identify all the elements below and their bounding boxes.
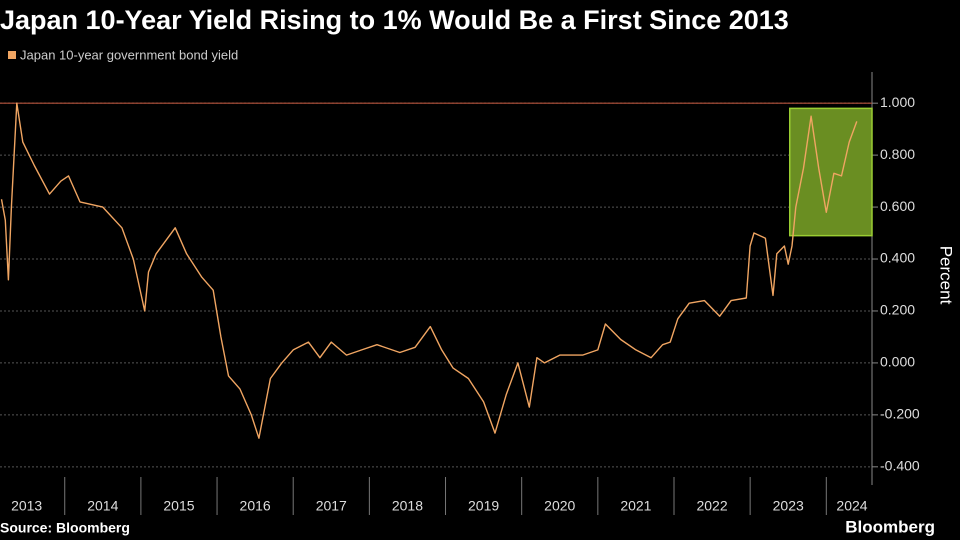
- legend-label: Japan 10-year government bond yield: [20, 47, 238, 62]
- x-tick-label: 2016: [240, 498, 271, 514]
- x-tick-label: 2014: [87, 498, 118, 514]
- y-tick-label: -0.200: [880, 406, 920, 422]
- source: Source: Bloomberg: [0, 520, 130, 536]
- y-tick-label: 0.800: [880, 146, 915, 162]
- x-tick-label: 2024: [836, 498, 867, 514]
- x-tick-label: 2015: [163, 498, 194, 514]
- x-tick-label: 2013: [11, 498, 42, 514]
- y-tick-label: 0.400: [880, 250, 915, 266]
- chart-title: Japan 10-Year Yield Rising to 1% Would B…: [0, 5, 789, 35]
- y-axis-label: Percent: [937, 246, 956, 305]
- x-tick-label: 2021: [620, 498, 651, 514]
- legend-swatch: [8, 51, 16, 59]
- x-tick-label: 2023: [773, 498, 804, 514]
- brand: Bloomberg: [845, 517, 935, 536]
- y-tick-label: 1.000: [880, 94, 915, 110]
- y-tick-label: -0.400: [880, 458, 920, 474]
- x-tick-label: 2019: [468, 498, 499, 514]
- x-tick-label: 2022: [696, 498, 727, 514]
- y-tick-label: 0.200: [880, 302, 915, 318]
- series-line: [0, 102, 858, 439]
- highlight-box: [789, 107, 873, 237]
- x-tick-label: 2018: [392, 498, 423, 514]
- y-tick-label: 0.600: [880, 198, 915, 214]
- x-tick-label: 2017: [316, 498, 347, 514]
- y-tick-label: 0.000: [880, 354, 915, 370]
- x-tick-label: 2020: [544, 498, 575, 514]
